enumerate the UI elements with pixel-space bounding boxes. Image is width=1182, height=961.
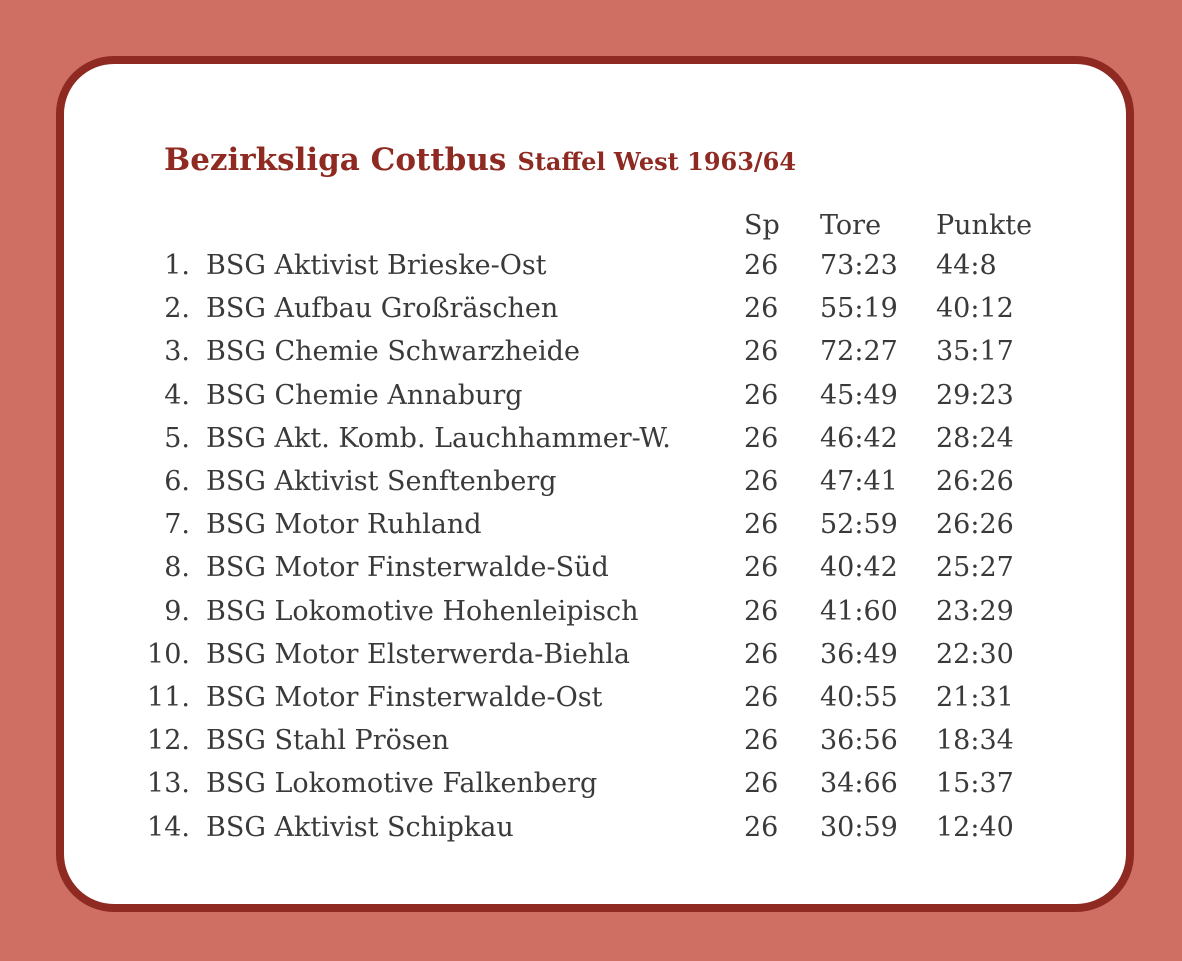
table-row: 10. BSG Motor Elsterwerda-Biehla 26 36:49 22… <box>64 635 1126 675</box>
rank-cell: 12. <box>147 725 190 757</box>
standings-table: Sp Tore Punkte 1. BSG Aktivist Brieske-Os… <box>64 64 1126 904</box>
punkte-cell: 21:31 <box>936 682 1014 713</box>
punkte-cell: 26:26 <box>936 466 1014 497</box>
table-header: Sp Tore Punkte <box>64 206 1126 246</box>
sp-cell: 26 <box>744 422 779 454</box>
sp-cell: 26 <box>744 725 779 757</box>
rank-cell: 11. <box>147 682 190 713</box>
sp-cell: 26 <box>744 638 779 670</box>
table-row: 13. BSG Lokomotive Falkenberg 26 34:66 15:37 <box>64 764 1126 804</box>
punkte-cell: 18:34 <box>936 725 1014 757</box>
sp-cell: 26 <box>744 768 779 800</box>
rank-cell: 6. <box>164 466 190 497</box>
team-cell: BSG Chemie Schwarzheide <box>206 336 580 368</box>
rank-cell: 1. <box>164 250 190 281</box>
tore-cell: 52:59 <box>820 509 898 541</box>
title-main: Bezirksliga Cottbus <box>164 142 507 178</box>
table-row: 6. BSG Aktivist Senftenberg 26 47:41 26:26 <box>64 462 1126 502</box>
sp-cell: 26 <box>744 811 779 843</box>
punkte-cell: 26:26 <box>936 509 1014 541</box>
tore-cell: 36:49 <box>820 638 898 670</box>
punkte-cell: 25:27 <box>936 552 1014 584</box>
page-title: Bezirksliga Cottbus Staffel West 1963/64 <box>164 143 796 176</box>
table-row: 2. BSG Aufbau Großräschen 26 55:19 40:12 <box>64 289 1126 329</box>
punkte-cell: 29:23 <box>936 379 1014 411</box>
table-row: 8. BSG Motor Finsterwalde-Süd 26 40:42 25:27 <box>64 548 1126 588</box>
rank-cell: 14. <box>147 811 190 843</box>
tore-cell: 45:49 <box>820 379 898 411</box>
tore-cell: 55:19 <box>820 293 898 325</box>
punkte-cell: 23:29 <box>936 595 1014 627</box>
sp-cell: 26 <box>744 552 779 584</box>
table-row: 7. BSG Motor Ruhland 26 52:59 26:26 <box>64 505 1126 545</box>
table-row: 14. BSG Aktivist Schipkau 26 30:59 12:40 <box>64 808 1126 848</box>
table-row: 11. BSG Motor Finsterwalde-Ost 26 40:55 21:3… <box>64 678 1126 718</box>
sp-cell: 26 <box>744 250 779 281</box>
punkte-cell: 12:40 <box>936 811 1014 843</box>
team-cell: BSG Stahl Prösen <box>206 725 450 757</box>
team-cell: BSG Aufbau Großräschen <box>206 293 559 325</box>
sp-cell: 26 <box>744 509 779 541</box>
team-cell: BSG Aktivist Schipkau <box>206 811 514 843</box>
punkte-cell: 28:24 <box>936 422 1014 454</box>
title-sub: Staffel West 1963/64 <box>517 147 797 176</box>
header-punkte: Punkte <box>936 210 1033 241</box>
team-cell: BSG Aktivist Brieske-Ost <box>206 250 547 281</box>
rank-cell: 7. <box>164 509 190 541</box>
table-row: 4. BSG Chemie Annaburg 26 45:49 29:23 <box>64 376 1126 416</box>
punkte-cell: 15:37 <box>936 768 1014 800</box>
table-row: 1. BSG Aktivist Brieske-Ost 26 73:23 44:8 <box>64 246 1126 286</box>
tore-cell: 41:60 <box>820 595 898 627</box>
tore-cell: 72:27 <box>820 336 898 368</box>
tore-cell: 40:55 <box>820 682 898 713</box>
rank-cell: 4. <box>164 379 190 411</box>
punkte-cell: 40:12 <box>936 293 1014 325</box>
sp-cell: 26 <box>744 336 779 368</box>
rank-cell: 2. <box>164 293 190 325</box>
header-tore: Tore <box>820 210 882 241</box>
tore-cell: 36:56 <box>820 725 898 757</box>
punkte-cell: 35:17 <box>936 336 1014 368</box>
rank-cell: 9. <box>164 595 190 627</box>
header-sp: Sp <box>744 210 780 241</box>
rank-cell: 5. <box>164 422 190 454</box>
sp-cell: 26 <box>744 682 779 713</box>
rank-cell: 10. <box>147 638 190 670</box>
team-cell: BSG Aktivist Senftenberg <box>206 466 557 497</box>
sp-cell: 26 <box>744 466 779 497</box>
team-cell: BSG Lokomotive Hohenleipisch <box>206 595 639 627</box>
punkte-cell: 22:30 <box>936 638 1014 670</box>
team-cell: BSG Akt. Komb. Lauchhammer-W. <box>206 422 671 454</box>
team-cell: BSG Motor Finsterwalde-Süd <box>206 552 609 584</box>
team-cell: BSG Motor Ruhland <box>206 509 482 541</box>
tore-cell: 46:42 <box>820 422 898 454</box>
sp-cell: 26 <box>744 379 779 411</box>
table-row: 9. BSG Lokomotive Hohenleipisch 26 41:60 23:… <box>64 592 1126 632</box>
table-row: 5. BSG Akt. Komb. Lauchhammer-W. 26 46:42 28… <box>64 419 1126 459</box>
rank-cell: 8. <box>164 552 190 584</box>
tore-cell: 30:59 <box>820 811 898 843</box>
tore-cell: 40:42 <box>820 552 898 584</box>
sp-cell: 26 <box>744 595 779 627</box>
tore-cell: 73:23 <box>820 250 898 281</box>
punkte-cell: 44:8 <box>936 250 997 281</box>
team-cell: BSG Motor Finsterwalde-Ost <box>206 682 603 713</box>
tore-cell: 47:41 <box>820 466 898 497</box>
team-cell: BSG Chemie Annaburg <box>206 379 523 411</box>
sp-cell: 26 <box>744 293 779 325</box>
standings-card: Bezirksliga Cottbus Staffel West 1963/64… <box>56 56 1134 912</box>
team-cell: BSG Lokomotive Falkenberg <box>206 768 598 800</box>
rank-cell: 3. <box>164 336 190 368</box>
rank-cell: 13. <box>147 768 190 800</box>
table-row: 12. BSG Stahl Prösen 26 36:56 18:34 <box>64 721 1126 761</box>
tore-cell: 34:66 <box>820 768 898 800</box>
team-cell: BSG Motor Elsterwerda-Biehla <box>206 638 630 670</box>
table-row: 3. BSG Chemie Schwarzheide 26 72:27 35:17 <box>64 332 1126 372</box>
